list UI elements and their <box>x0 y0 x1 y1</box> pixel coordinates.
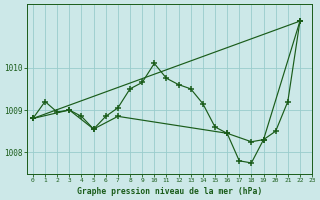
X-axis label: Graphe pression niveau de la mer (hPa): Graphe pression niveau de la mer (hPa) <box>77 187 262 196</box>
